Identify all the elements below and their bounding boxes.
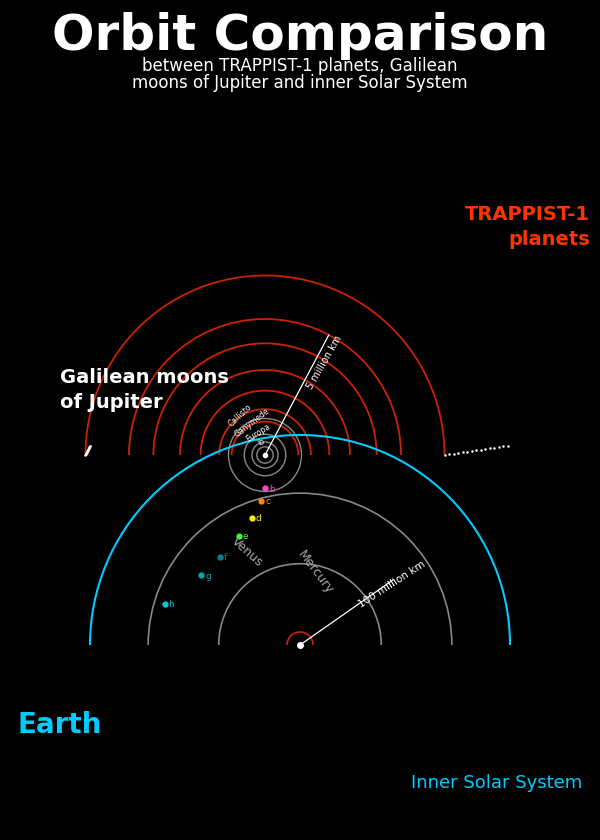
Text: e: e bbox=[243, 533, 248, 541]
Text: d: d bbox=[256, 514, 262, 523]
Text: Galilean moons
of Jupiter: Galilean moons of Jupiter bbox=[60, 368, 229, 412]
Text: moons of Jupiter and inner Solar System: moons of Jupiter and inner Solar System bbox=[132, 74, 468, 92]
Text: 100 million km: 100 million km bbox=[356, 559, 427, 609]
Text: Europa: Europa bbox=[244, 422, 272, 444]
Text: Earth: Earth bbox=[18, 711, 103, 739]
Text: Io: Io bbox=[256, 437, 266, 448]
Text: h: h bbox=[169, 601, 175, 609]
Text: g: g bbox=[205, 571, 211, 580]
Text: b: b bbox=[269, 485, 275, 494]
Text: TRAPPIST-1
planets: TRAPPIST-1 planets bbox=[465, 205, 590, 249]
Text: 5 million km: 5 million km bbox=[305, 333, 344, 391]
Text: Mercury: Mercury bbox=[295, 548, 335, 596]
Text: Venus: Venus bbox=[229, 534, 265, 569]
Text: Ganymede: Ganymede bbox=[233, 406, 271, 438]
Text: Callisto: Callisto bbox=[226, 402, 253, 428]
Text: Orbit Comparison: Orbit Comparison bbox=[52, 12, 548, 60]
Text: f: f bbox=[224, 554, 227, 563]
Text: Inner Solar System: Inner Solar System bbox=[411, 774, 582, 792]
Text: between TRAPPIST-1 planets, Galilean: between TRAPPIST-1 planets, Galilean bbox=[142, 57, 458, 75]
Text: c: c bbox=[265, 497, 270, 507]
